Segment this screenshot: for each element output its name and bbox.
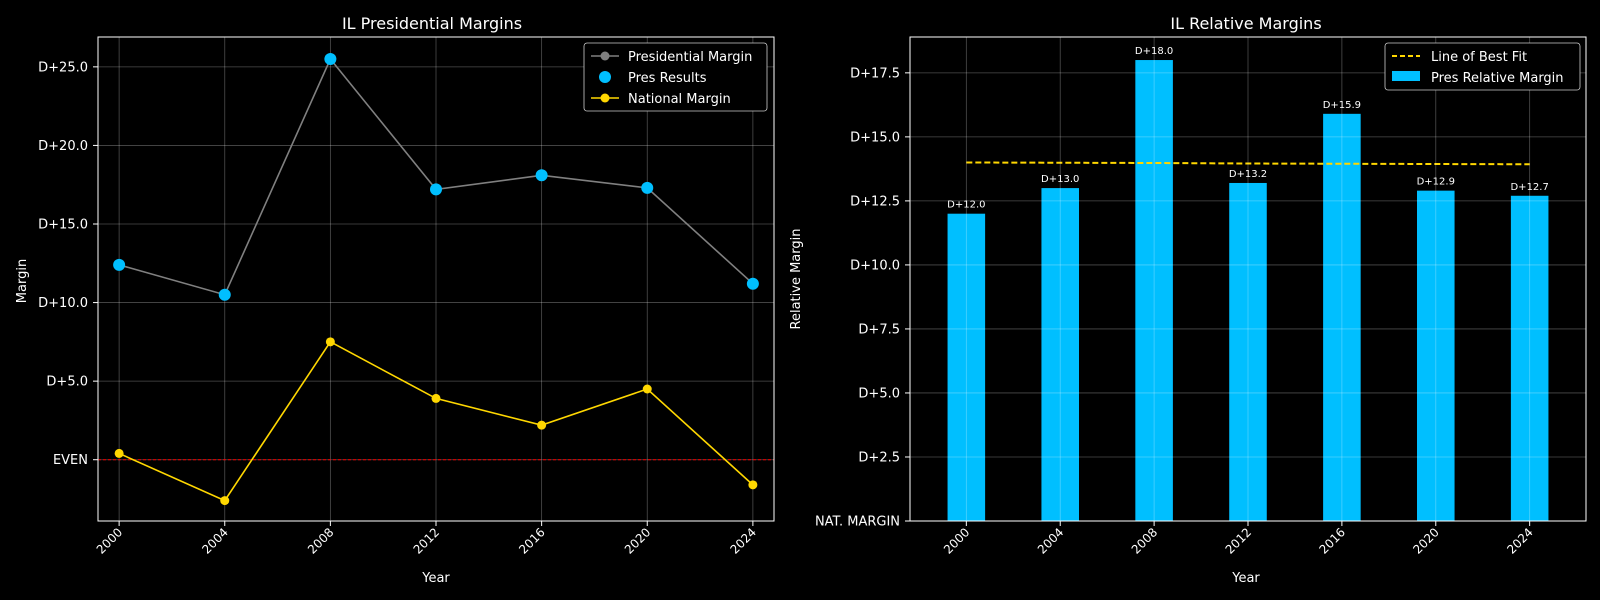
scatter-point [746, 277, 759, 290]
legend-label: Line of Best Fit [1431, 50, 1527, 65]
y-axis-ticks: NAT. MARGIN D+2.5 D+5.0 D+7.5 D+10.0 D+12.5 D+… [815, 66, 910, 530]
scatter-point [218, 288, 231, 301]
y-tick-label: D+2.5 [858, 450, 900, 465]
y-tick-label: D+12.5 [850, 194, 900, 209]
series-marker [748, 480, 758, 490]
y-tick-label: D+5.0 [858, 386, 900, 401]
bar-data-labels: D+12.0 D+13.0 D+18.0 D+13.2 D+15.9 D+12.9 D+12… [947, 46, 1549, 211]
bar-data-label: D+13.0 [1041, 174, 1079, 185]
bar-data-label: D+12.0 [947, 200, 985, 211]
bar-data-label: D+13.2 [1229, 169, 1267, 180]
series-marker [642, 384, 652, 394]
legend-entry-line-of-best-fit: Line of Best Fit [1392, 50, 1527, 65]
series-marker [220, 496, 230, 506]
bar-data-label: D+12.7 [1510, 182, 1548, 193]
y-tick-label: D+15.0 [38, 218, 88, 233]
y-tick-label: NAT. MARGIN [815, 515, 900, 530]
bar [1041, 188, 1079, 521]
legend-swatch-marker [600, 93, 610, 103]
grid [910, 37, 1586, 522]
bar [1510, 195, 1549, 521]
y-tick-label: D+5.0 [46, 375, 88, 390]
legend-entry-national-margin: National Margin [591, 92, 731, 107]
plot-area [113, 53, 759, 506]
legend-box [583, 42, 768, 112]
legend-box [1384, 42, 1581, 91]
bar [947, 213, 986, 521]
legend-entry-presidential-margin: Presidential Margin [591, 50, 752, 65]
y-tick-label: D+10.0 [38, 296, 88, 311]
y-axis-label: Margin [15, 259, 30, 303]
series-marker [431, 393, 441, 403]
scatter-point [641, 181, 654, 194]
y-tick-label: D+20.0 [38, 139, 88, 154]
series-marker [325, 337, 335, 347]
x-axis-label: Year [1231, 571, 1260, 586]
legend-label: Pres Relative Margin [1431, 71, 1564, 86]
bar [1323, 113, 1361, 522]
x-axis-label: Year [421, 571, 450, 586]
y-tick-label: D+10.0 [850, 258, 900, 273]
legend-swatch-marker [599, 71, 611, 83]
legend-label: Pres Results [628, 71, 707, 86]
legend: Presidential Margin Pres Results Nationa… [583, 42, 768, 112]
legend: Line of Best Fit Pres Relative Margin [1384, 42, 1581, 91]
series-marker [537, 420, 547, 430]
plot-area [947, 60, 1549, 522]
scatter-point [535, 169, 548, 182]
legend-entry-pres-relative-margin: Pres Relative Margin [1392, 71, 1564, 86]
chart-title: IL Relative Margins [1170, 14, 1321, 33]
chart-relative-margins: IL Relative Margins D+12.0D+13.0D+18.0D+… [789, 14, 1587, 586]
legend-label: Presidential Margin [628, 50, 752, 65]
series-marker [114, 448, 124, 458]
legend-entry-pres-results: Pres Results [599, 71, 707, 86]
bar-data-label: D+12.9 [1417, 177, 1455, 188]
legend-label: National Margin [628, 92, 731, 107]
legend-swatch-marker [600, 51, 610, 61]
scatter-point [113, 258, 126, 271]
y-axis-ticks: EVEN D+5.0 D+10.0 D+15.0 D+20.0 D+25.0 [38, 60, 98, 468]
y-tick-label: D+25.0 [38, 60, 88, 75]
bar-data-label: D+18.0 [1135, 46, 1173, 57]
y-tick-label: D+17.5 [850, 66, 900, 81]
bar-data-label: D+15.9 [1323, 100, 1361, 111]
y-tick-label: EVEN [53, 453, 88, 468]
bar [1135, 60, 1173, 522]
y-tick-label: D+7.5 [858, 322, 900, 337]
scatter-point [324, 53, 337, 65]
y-axis-label: Relative Margin [789, 229, 804, 330]
scatter-point [430, 183, 442, 196]
y-tick-label: D+15.0 [850, 130, 900, 145]
chart-title: IL Presidential Margins [342, 14, 522, 33]
bar [1417, 190, 1455, 521]
legend-swatch-bar [1392, 71, 1420, 81]
bar [1229, 182, 1267, 521]
best-fit-line [966, 161, 1530, 166]
